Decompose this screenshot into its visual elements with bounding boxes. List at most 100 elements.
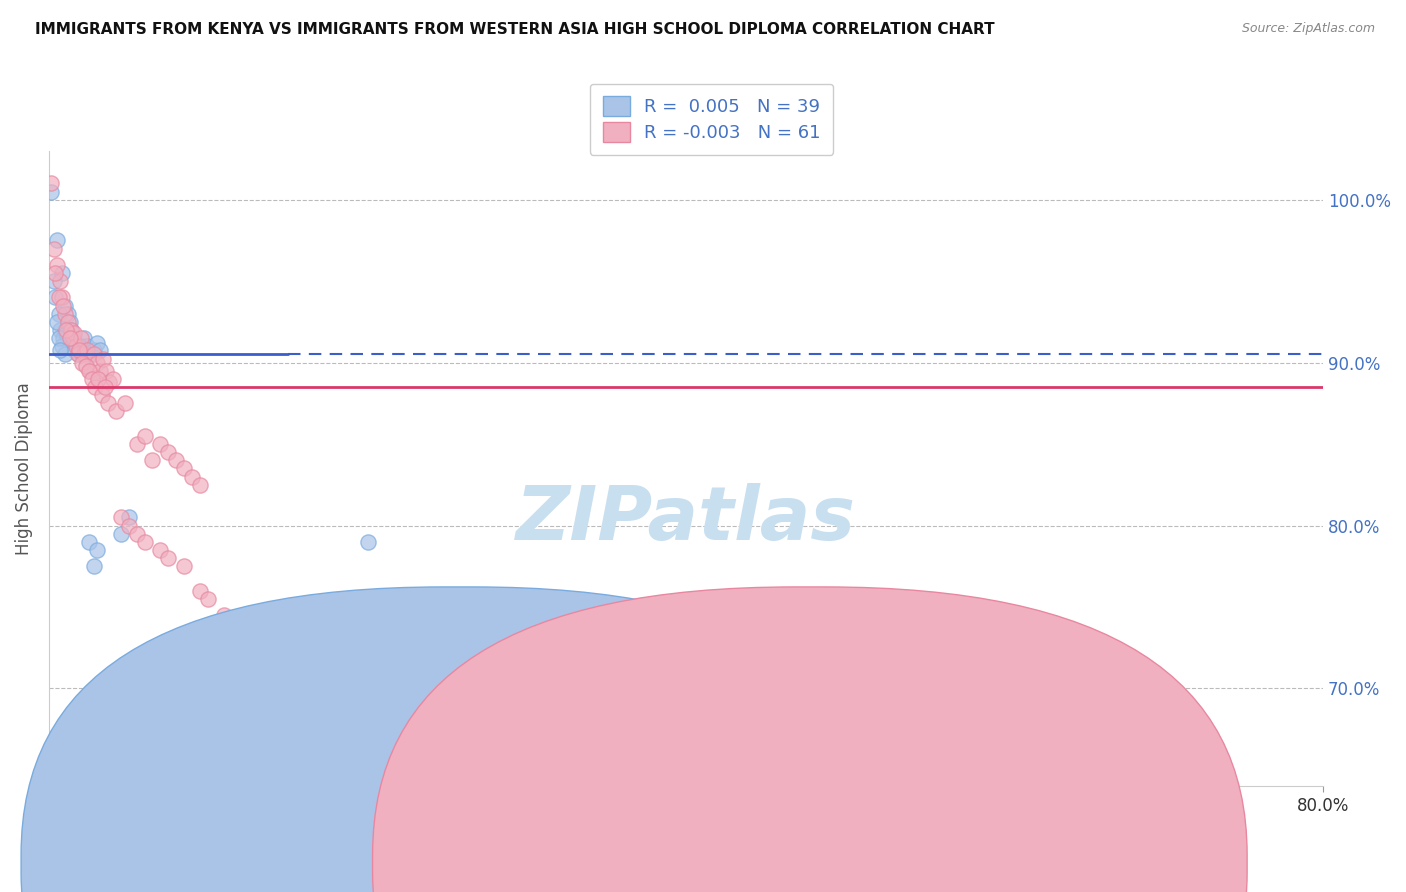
Text: IMMIGRANTS FROM KENYA VS IMMIGRANTS FROM WESTERN ASIA HIGH SCHOOL DIPLOMA CORREL: IMMIGRANTS FROM KENYA VS IMMIGRANTS FROM… — [35, 22, 995, 37]
Point — [117, 518, 139, 533]
Point — [89, 364, 111, 378]
Point — [84, 380, 107, 394]
Point — [67, 339, 90, 353]
Point — [89, 343, 111, 357]
Point — [149, 543, 172, 558]
Point — [114, 396, 136, 410]
Point — [45, 234, 67, 248]
Point — [110, 526, 132, 541]
Point — [188, 583, 211, 598]
Point — [212, 608, 235, 623]
Point — [87, 372, 110, 386]
Point — [49, 323, 72, 337]
Point — [53, 299, 76, 313]
Point — [134, 429, 156, 443]
Point — [48, 331, 70, 345]
Point — [55, 323, 77, 337]
Point — [149, 437, 172, 451]
Point — [86, 356, 108, 370]
Point — [42, 274, 65, 288]
Point — [65, 336, 87, 351]
Point — [49, 343, 72, 357]
Point — [52, 299, 75, 313]
Y-axis label: High School Diploma: High School Diploma — [15, 382, 32, 555]
Point — [188, 477, 211, 491]
Point — [86, 543, 108, 558]
Point — [141, 453, 163, 467]
Text: Immigrants from Western Asia: Immigrants from Western Asia — [787, 847, 1040, 864]
Point — [117, 510, 139, 524]
Point — [63, 343, 86, 357]
Point — [41, 185, 63, 199]
Point — [45, 258, 67, 272]
Point — [73, 331, 96, 345]
Point — [181, 469, 204, 483]
Point — [125, 437, 148, 451]
Point — [48, 290, 70, 304]
Point — [45, 315, 67, 329]
Point — [229, 624, 252, 639]
Point — [83, 559, 105, 574]
Point — [165, 453, 187, 467]
Point — [51, 266, 73, 280]
Point — [63, 326, 86, 341]
Point — [65, 339, 87, 353]
Point — [72, 356, 94, 370]
Point — [125, 526, 148, 541]
Point — [79, 347, 101, 361]
Point — [75, 359, 97, 373]
Point — [62, 331, 84, 345]
Point — [73, 347, 96, 361]
Point — [157, 445, 180, 459]
Point — [86, 336, 108, 351]
Point — [76, 343, 98, 357]
Point — [110, 510, 132, 524]
Text: ZIPatlas: ZIPatlas — [516, 483, 856, 556]
Point — [52, 331, 75, 345]
Point — [53, 347, 76, 361]
Point — [56, 315, 79, 329]
Point — [388, 591, 411, 606]
Point — [60, 323, 83, 337]
Point — [245, 648, 267, 663]
Point — [53, 323, 76, 337]
Point — [93, 380, 115, 394]
Point — [59, 315, 82, 329]
Point — [157, 551, 180, 566]
Point — [59, 331, 82, 345]
Point — [104, 404, 127, 418]
Point — [356, 534, 378, 549]
Legend: R =  0.005   N = 39, R = -0.003   N = 61: R = 0.005 N = 39, R = -0.003 N = 61 — [591, 84, 834, 155]
Point — [49, 274, 72, 288]
Point — [42, 242, 65, 256]
Point — [44, 266, 66, 280]
Point — [83, 343, 105, 357]
Text: Source: ZipAtlas.com: Source: ZipAtlas.com — [1241, 22, 1375, 36]
Point — [67, 343, 90, 357]
Point — [96, 364, 118, 378]
Point — [53, 307, 76, 321]
Point — [90, 388, 112, 402]
Point — [55, 326, 77, 341]
Point — [173, 461, 195, 475]
Point — [51, 339, 73, 353]
Point — [173, 559, 195, 574]
Point — [83, 347, 105, 361]
Point — [44, 290, 66, 304]
Point — [56, 307, 79, 321]
Point — [60, 323, 83, 337]
Point — [101, 372, 124, 386]
Point — [97, 396, 120, 410]
Point — [77, 534, 100, 549]
Point — [77, 364, 100, 378]
Point — [72, 347, 94, 361]
Point — [51, 290, 73, 304]
Point — [69, 331, 91, 345]
Point — [66, 347, 89, 361]
Text: Immigrants from Kenya: Immigrants from Kenya — [465, 847, 659, 864]
Point — [79, 364, 101, 378]
Point — [80, 372, 103, 386]
Point — [69, 339, 91, 353]
Point — [98, 375, 121, 389]
Point — [62, 331, 84, 345]
